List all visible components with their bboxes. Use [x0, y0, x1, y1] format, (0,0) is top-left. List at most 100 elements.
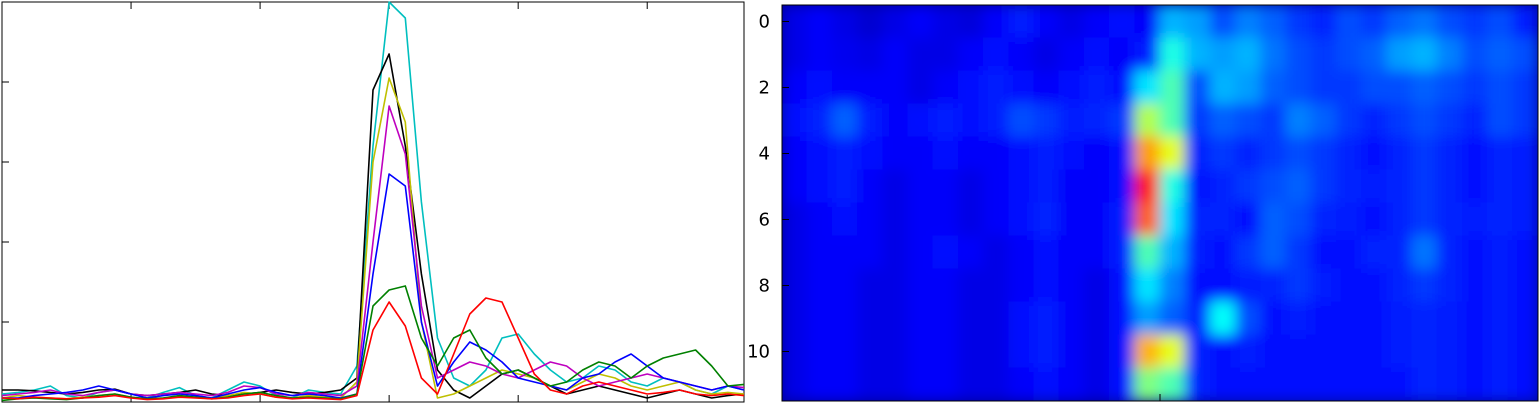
heatmap-cell [908, 203, 934, 237]
heatmap-cell [882, 104, 908, 138]
heatmap-cell [1361, 71, 1387, 105]
heatmap-cell [933, 170, 959, 204]
heatmap-cell [1512, 368, 1538, 402]
heatmap-cell [983, 368, 1009, 402]
heatmap-cell [782, 170, 808, 204]
heatmap-cell [807, 5, 833, 39]
heatmap-cell [1185, 5, 1211, 39]
heatmap-cell [1386, 236, 1412, 270]
heatmap-cell [832, 335, 858, 369]
heatmap-cell [1487, 137, 1513, 171]
heatmap-cell [1134, 137, 1160, 171]
heatmap-cell [1109, 104, 1135, 138]
heatmap-cell [1034, 203, 1060, 237]
heatmap-cell [933, 137, 959, 171]
heatmap-cell [1462, 38, 1488, 72]
heatmap-cell [1260, 170, 1286, 204]
heatmap-cell [1437, 170, 1463, 204]
heatmap-cell [983, 170, 1009, 204]
heatmap-cell [1034, 269, 1060, 303]
heatmap-cell [1210, 335, 1236, 369]
heatmap-cell [1134, 236, 1160, 270]
heatmap-cell [807, 137, 833, 171]
heatmap-cell [882, 38, 908, 72]
heatmap-cell [1462, 236, 1488, 270]
heatmap-cell [807, 368, 833, 402]
heatmap-cell [1134, 203, 1160, 237]
heatmap-cell [1487, 5, 1513, 39]
heatmap-cell [1512, 269, 1538, 303]
heatmap-cell [1210, 137, 1236, 171]
heatmap-cell [782, 38, 808, 72]
heatmap-cell [807, 170, 833, 204]
heatmap-cell [1059, 269, 1085, 303]
heatmap-cell [1008, 269, 1034, 303]
heatmap-cell [1134, 302, 1160, 336]
heatmap-cell [983, 236, 1009, 270]
heatmap-cell [1260, 203, 1286, 237]
heatmap-cell [1034, 236, 1060, 270]
heatmap-cell [1034, 137, 1060, 171]
heatmap-cell [1512, 170, 1538, 204]
heatmap-cell [857, 203, 883, 237]
heatmap-cell [958, 71, 984, 105]
heatmap-cell [1260, 335, 1286, 369]
heatmap-cell [1336, 5, 1362, 39]
heatmap-cell [1235, 104, 1261, 138]
heatmap-cell [1260, 302, 1286, 336]
heatmap-cell [1437, 236, 1463, 270]
heatmap-cell [908, 5, 934, 39]
heatmap-cell [1311, 203, 1337, 237]
heatmap-cell [1437, 203, 1463, 237]
heatmap-cell [1185, 335, 1211, 369]
heatmap-cell [1084, 368, 1110, 402]
heatmap-cell [1008, 335, 1034, 369]
heatmap-cell [1336, 104, 1362, 138]
heatmap-cell [832, 368, 858, 402]
heatmap-cell [1512, 38, 1538, 72]
heatmap-cell [1134, 104, 1160, 138]
heatmap-cell [857, 104, 883, 138]
heatmap-cell [1235, 38, 1261, 72]
heatmap-cell [1059, 137, 1085, 171]
heatmap-cell [1109, 335, 1135, 369]
heatmap-cell [1185, 302, 1211, 336]
heatmap-cell [1008, 170, 1034, 204]
heatmap-cell [1412, 104, 1438, 138]
heatmap-cell [1260, 269, 1286, 303]
heatmap-cell [1412, 170, 1438, 204]
heatmap-cell [1084, 269, 1110, 303]
heatmap-cell [1462, 203, 1488, 237]
heatmap-cell [1336, 368, 1362, 402]
heatmap-cell [1109, 71, 1135, 105]
heatmap-cell [882, 368, 908, 402]
heatmap-cell [933, 5, 959, 39]
heatmap-cell [1336, 302, 1362, 336]
heatmap-cell [1160, 368, 1186, 402]
heatmap-cell [1185, 203, 1211, 237]
heatmap-cell [1059, 170, 1085, 204]
heatmap-cell [1437, 38, 1463, 72]
heatmap-cell [1361, 302, 1387, 336]
heatmap-y-tick-label: 10 [747, 342, 770, 363]
heatmap-cell [1235, 137, 1261, 171]
heatmap-cell [1487, 368, 1513, 402]
heatmap-cell [1109, 203, 1135, 237]
heatmap-cell [1386, 170, 1412, 204]
heatmap-cell [958, 335, 984, 369]
heatmap-cell [1412, 38, 1438, 72]
heatmap-cell [933, 38, 959, 72]
heatmap-cell [908, 137, 934, 171]
heatmap-cell [983, 5, 1009, 39]
heatmap-cell [908, 302, 934, 336]
heatmap-cell [857, 38, 883, 72]
heatmap-cell [908, 38, 934, 72]
heatmap-cell [832, 203, 858, 237]
heatmap-cell [1185, 137, 1211, 171]
heatmap-cell [1260, 137, 1286, 171]
heatmap-cell [832, 104, 858, 138]
heatmap-cell [1235, 170, 1261, 204]
heatmap-cell [1260, 5, 1286, 39]
heatmap-cell [1210, 170, 1236, 204]
heatmap-cell [1059, 302, 1085, 336]
